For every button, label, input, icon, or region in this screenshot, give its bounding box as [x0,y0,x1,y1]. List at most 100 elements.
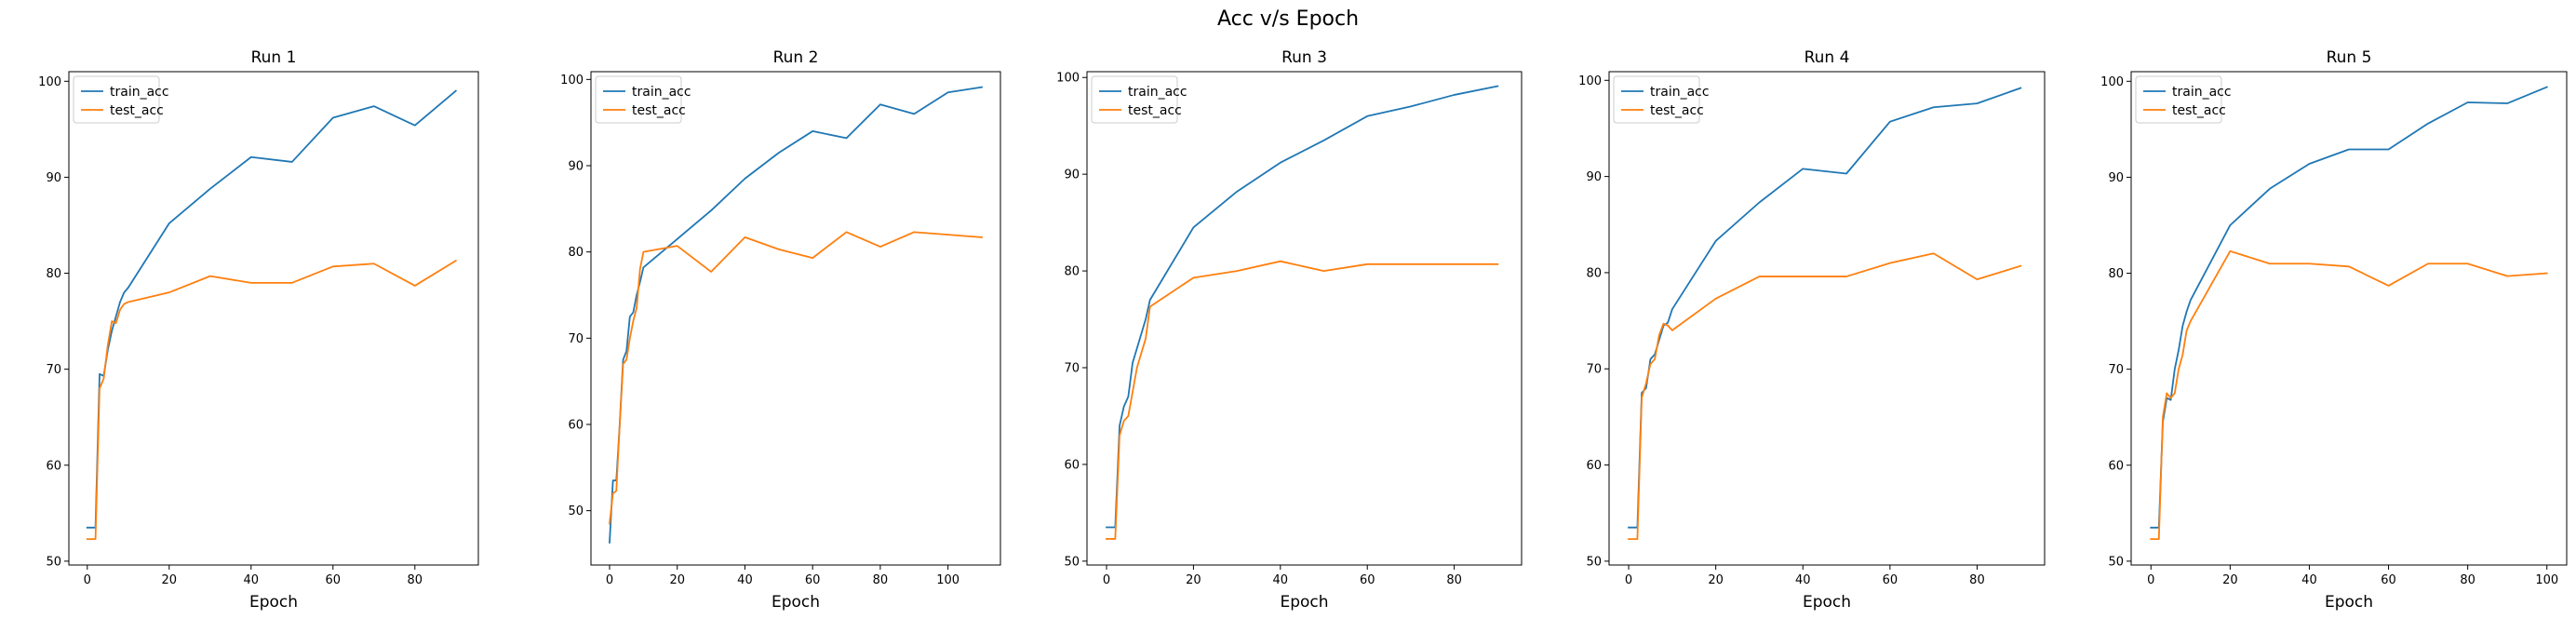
y-tick-label: 50 [568,505,584,518]
y-tick-label: 90 [2108,171,2124,185]
series-line-test-acc [609,231,983,525]
x-tick-label: 80 [1446,573,1462,587]
y-tick-label: 80 [1586,266,1602,280]
y-tick-label: 70 [1586,363,1602,377]
series-line-test-acc [86,259,458,541]
legend-box [2135,75,2222,124]
x-axis-label: Epoch [1803,593,1851,612]
subplot-title: Run 4 [1805,48,1850,67]
series-line-train-acc [86,89,458,529]
x-tick-label: 80 [2460,573,2475,587]
x-tick-label: 80 [873,573,889,587]
y-tick-label: 60 [46,459,61,473]
y-tick-label: 90 [1064,168,1080,182]
axes-frame [1086,71,1523,566]
x-axis-label: Epoch [1280,593,1328,612]
series-line-train-acc [1106,85,1499,529]
legend-box [595,75,682,124]
y-tick-label: 50 [2108,555,2124,569]
y-tick-label: 50 [46,555,61,569]
x-tick-label: 20 [669,573,685,587]
y-tick-label: 60 [1064,458,1080,472]
x-tick-label: 100 [2535,573,2558,587]
y-tick-label: 70 [46,363,61,377]
x-tick-label: 60 [326,573,342,587]
subplot-run-3: Run 3 0 20 40 60 80 50 60 70 80 90 100 Epoch train_ac… [1056,48,1523,612]
series-line-test-acc [1106,260,1499,540]
subplot-run-5: Run 5 0 20 40 60 80 100 50 60 70 80 90 100 Epoch train… [2100,48,2568,612]
legend-label-train-acc: train_acc [1128,85,1187,100]
x-tick-label: 40 [2301,573,2317,587]
y-tick-label: 60 [2108,459,2124,473]
y-tick-label: 50 [1064,555,1080,569]
legend-box [1613,75,1700,124]
legend-label-test-acc: test_acc [1650,103,1704,118]
subplot-run-1: Run 1 0 20 40 60 80 50 60 70 80 90 100 Epoch train_ac… [38,48,479,612]
subplot-title: Run 5 [2327,48,2372,67]
axes-frame [590,71,1001,566]
legend-label-train-acc: train_acc [1650,85,1710,100]
x-tick-label: 0 [2147,573,2154,587]
x-tick-label: 0 [1625,573,1632,587]
y-tick-label: 90 [1586,170,1602,184]
legend-box [73,75,160,124]
axes-frame [2130,71,2568,566]
legend: train_acc test_acc [1091,75,1187,124]
x-axis-label: Epoch [2325,593,2373,612]
x-tick-label: 0 [1103,573,1110,587]
y-tick-label: 100 [2100,75,2124,89]
y-tick-label: 70 [2108,363,2124,377]
legend-label-test-acc: test_acc [2172,103,2226,118]
axes-frame [1608,71,2046,566]
x-tick-label: 20 [1186,573,1201,587]
series-line-train-acc [1628,87,2022,529]
y-tick-label: 70 [1064,362,1080,376]
y-tick-label: 80 [568,246,584,260]
y-tick-label: 80 [2108,267,2124,281]
x-tick-label: 60 [1883,573,1898,587]
y-tick-label: 50 [1586,555,1602,569]
legend-label-train-acc: train_acc [110,85,169,100]
series-line-test-acc [1628,252,2022,541]
y-tick-label: 100 [38,75,61,89]
legend-box [1091,75,1178,124]
x-tick-label: 60 [2381,573,2396,587]
legend-label-test-acc: test_acc [110,103,164,118]
subplot-title: Run 1 [251,48,297,67]
x-tick-label: 40 [737,573,753,587]
subplot-title: Run 2 [773,48,819,67]
x-tick-label: 0 [606,573,613,587]
x-tick-label: 80 [1969,573,1985,587]
x-tick-label: 0 [84,573,91,587]
legend-label-train-acc: train_acc [632,85,691,100]
y-tick-label: 60 [568,418,584,432]
x-tick-label: 60 [1360,573,1375,587]
legend: train_acc test_acc [1613,75,1710,124]
y-tick-label: 70 [568,332,584,346]
y-tick-label: 60 [1586,459,1602,473]
legend-label-train-acc: train_acc [2172,85,2232,100]
x-tick-label: 60 [805,573,821,587]
subplot-run-4: Run 4 0 20 40 60 80 50 60 70 80 90 100 Epoch train_ac… [1578,48,2046,612]
legend: train_acc test_acc [595,75,691,124]
axes-frame [68,71,479,566]
x-tick-label: 40 [244,573,260,587]
subplot-grid: Run 1 0 20 40 60 80 50 60 70 80 90 100 Epoch train_ac… [38,48,2568,612]
y-tick-label: 100 [1578,74,1602,88]
x-tick-label: 40 [1273,573,1289,587]
y-tick-label: 100 [1056,72,1080,86]
y-tick-label: 90 [568,159,584,173]
y-tick-label: 80 [46,267,61,281]
x-axis-label: Epoch [249,593,298,612]
legend-label-test-acc: test_acc [632,103,686,118]
legend: train_acc test_acc [2135,75,2232,124]
series-line-test-acc [2150,249,2548,541]
y-tick-label: 80 [1064,265,1080,279]
legend-label-test-acc: test_acc [1128,103,1182,118]
x-tick-label: 20 [162,573,178,587]
figure-suptitle: Acc v/s Epoch [1217,7,1359,31]
x-tick-label: 40 [1795,573,1811,587]
y-tick-label: 90 [46,171,61,185]
x-axis-label: Epoch [771,593,820,612]
